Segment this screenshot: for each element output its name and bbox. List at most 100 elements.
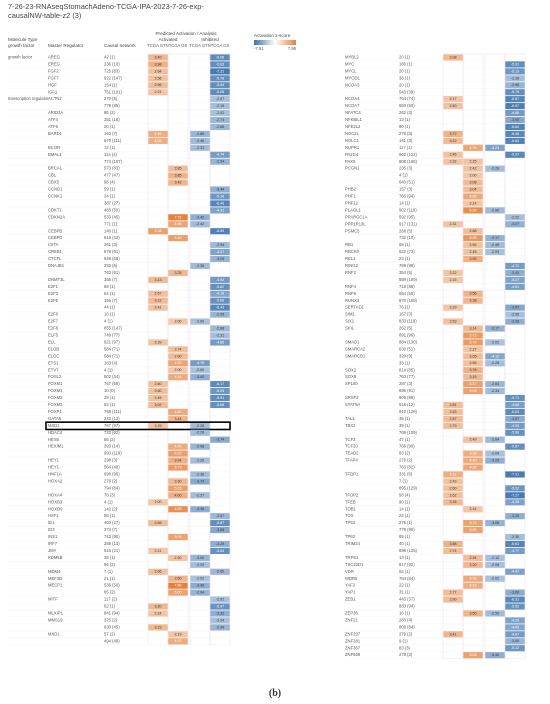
zscore-cell bbox=[168, 631, 188, 638]
master-regulator-label: ELOC bbox=[48, 353, 59, 358]
zscore-value: 2.41 bbox=[155, 306, 162, 310]
zscore-value: 2.14 bbox=[470, 201, 477, 205]
zscore-value: 4.19 bbox=[470, 584, 477, 588]
causal-network-label: 769 (109) bbox=[399, 430, 418, 435]
master-regulator-label: BARD1 bbox=[48, 131, 63, 136]
master-regulator-label: TFAP4 bbox=[345, 458, 358, 463]
master-regulator-label: SIM1 bbox=[345, 312, 355, 317]
zscore-cell bbox=[168, 346, 188, 353]
causal-network-label: 142 (2) bbox=[104, 506, 118, 511]
zscore-cell bbox=[190, 374, 210, 381]
zscore-cell bbox=[148, 339, 168, 346]
zscore-value: -2.00 bbox=[196, 320, 204, 324]
causal-network-label: 4 (1) bbox=[104, 319, 113, 324]
zscore-value: 3.20 bbox=[470, 563, 477, 567]
zscore-value: 3.76 bbox=[470, 368, 477, 372]
table-title: 7-26-23-RNAseqStomachAdeno-TCGA-IPA-2023… bbox=[8, 2, 204, 20]
master-regulator-label: HSF1 bbox=[48, 513, 59, 518]
zscore-value: 2.15 bbox=[450, 278, 457, 282]
zscore-cell bbox=[210, 283, 230, 290]
zscore-value: -2.64 bbox=[491, 438, 499, 442]
master-regulator-label: HEY1 bbox=[48, 465, 60, 470]
master-regulator-label: SRSF2 bbox=[345, 395, 359, 400]
causal-network-label: 34 (1) bbox=[104, 194, 116, 199]
master-regulator-label: MLXIPL bbox=[48, 611, 64, 616]
causal-network-label: 751 (101) bbox=[104, 89, 123, 94]
zscore-cell bbox=[210, 610, 230, 617]
zscore-value: -2.74 bbox=[216, 118, 224, 122]
zscore-value: -4.61 bbox=[511, 285, 519, 289]
master-regulator-label: CDKT1 bbox=[48, 207, 62, 212]
causal-network-label: 36 (1) bbox=[104, 555, 116, 560]
zscore-value: -4.93 bbox=[511, 424, 519, 428]
causal-network-label: 766 (94) bbox=[399, 194, 415, 199]
zscore-cell bbox=[210, 311, 230, 318]
causal-network-label: 275 (1) bbox=[399, 520, 413, 525]
causal-network-label: 62 (1) bbox=[104, 604, 116, 609]
zscore-value: 3.85 bbox=[175, 174, 182, 178]
master-regulator-label: HOXD9 bbox=[48, 506, 63, 511]
zscore-value: -4.05 bbox=[511, 625, 519, 629]
zscore-value: 2.11 bbox=[155, 549, 162, 553]
zscore-cell bbox=[485, 652, 505, 659]
causal-network-label: 38 (1) bbox=[399, 75, 411, 80]
zscore-value: -2.02 bbox=[216, 111, 224, 115]
zscore-cell bbox=[210, 103, 230, 110]
causal-network-label: 279 (2) bbox=[399, 631, 413, 636]
zscore-value: -5.64 bbox=[216, 549, 224, 553]
master-regulator-label: FOXM1 bbox=[48, 381, 63, 386]
master-regulator-label: E2F3 bbox=[48, 291, 59, 296]
zscore-cell bbox=[210, 54, 230, 61]
zscore-value: -2.94 bbox=[196, 591, 204, 595]
zscore-cell bbox=[190, 582, 210, 589]
zscore-cell bbox=[190, 262, 210, 270]
zscore-value: -2.02 bbox=[216, 598, 224, 602]
zscore-value: -3.06 bbox=[491, 521, 499, 525]
header-sub-3: TCGA GS bbox=[211, 43, 230, 48]
zscore-value: 4.53 bbox=[470, 577, 477, 581]
causal-network-label: 329 (9) bbox=[399, 353, 413, 358]
zscore-cell bbox=[443, 318, 463, 325]
zscore-cell bbox=[485, 381, 505, 388]
causal-network-label: 917 (131) bbox=[399, 221, 418, 226]
zscore-value: -2.30 bbox=[511, 535, 519, 539]
zscore-cell bbox=[463, 575, 483, 582]
zscore-value: -2.20 bbox=[196, 563, 204, 567]
zscore-cell bbox=[463, 207, 483, 214]
zscore-value: -3.17 bbox=[491, 236, 499, 240]
master-regulator-label: HDAC4 bbox=[48, 430, 63, 435]
causal-network-label: 167 (3) bbox=[399, 312, 413, 317]
zscore-cell bbox=[148, 68, 168, 75]
zscore-cell bbox=[443, 96, 463, 103]
zscore-value: -4.19 bbox=[216, 292, 224, 296]
zscore-cell bbox=[505, 533, 525, 541]
causal-network-label: 374 (7) bbox=[104, 527, 118, 532]
causal-network-label: 68 (1) bbox=[399, 242, 411, 247]
zscore-cell bbox=[210, 82, 230, 89]
zscore-cell bbox=[505, 116, 525, 124]
master-regulator-label: TCF20 bbox=[345, 444, 358, 449]
zscore-cell bbox=[505, 471, 525, 478]
causal-network-label: 546 (66) bbox=[104, 256, 120, 261]
zscore-cell bbox=[485, 325, 505, 332]
zscore-value: -2.33 bbox=[196, 146, 204, 150]
causal-network-label: 403 (27) bbox=[104, 520, 120, 525]
master-regulator-label: MXD1 bbox=[48, 631, 60, 636]
zscore-value: 4.11 bbox=[450, 472, 457, 476]
zscore-cell bbox=[168, 582, 188, 589]
zscore-cell bbox=[168, 450, 188, 457]
causal-network-label: 57 (2) bbox=[104, 631, 116, 636]
zscore-value: -4.29 bbox=[511, 618, 519, 622]
causal-network-label: 78 (3) bbox=[104, 492, 116, 497]
master-regulator-label: TFDP2 bbox=[345, 492, 359, 497]
master-regulator-label: CBX5 bbox=[48, 180, 60, 185]
zscore-cell bbox=[443, 130, 463, 137]
zscore-cell bbox=[148, 89, 168, 96]
zscore-cell bbox=[505, 617, 525, 624]
master-regulator-label: ZNF207 bbox=[345, 631, 361, 636]
causal-network-label: 584 (71) bbox=[104, 346, 120, 351]
zscore-cell bbox=[463, 332, 483, 339]
zscore-cell bbox=[505, 130, 525, 137]
causal-network-label: 163 (7) bbox=[104, 131, 118, 136]
zscore-cell bbox=[443, 276, 463, 283]
